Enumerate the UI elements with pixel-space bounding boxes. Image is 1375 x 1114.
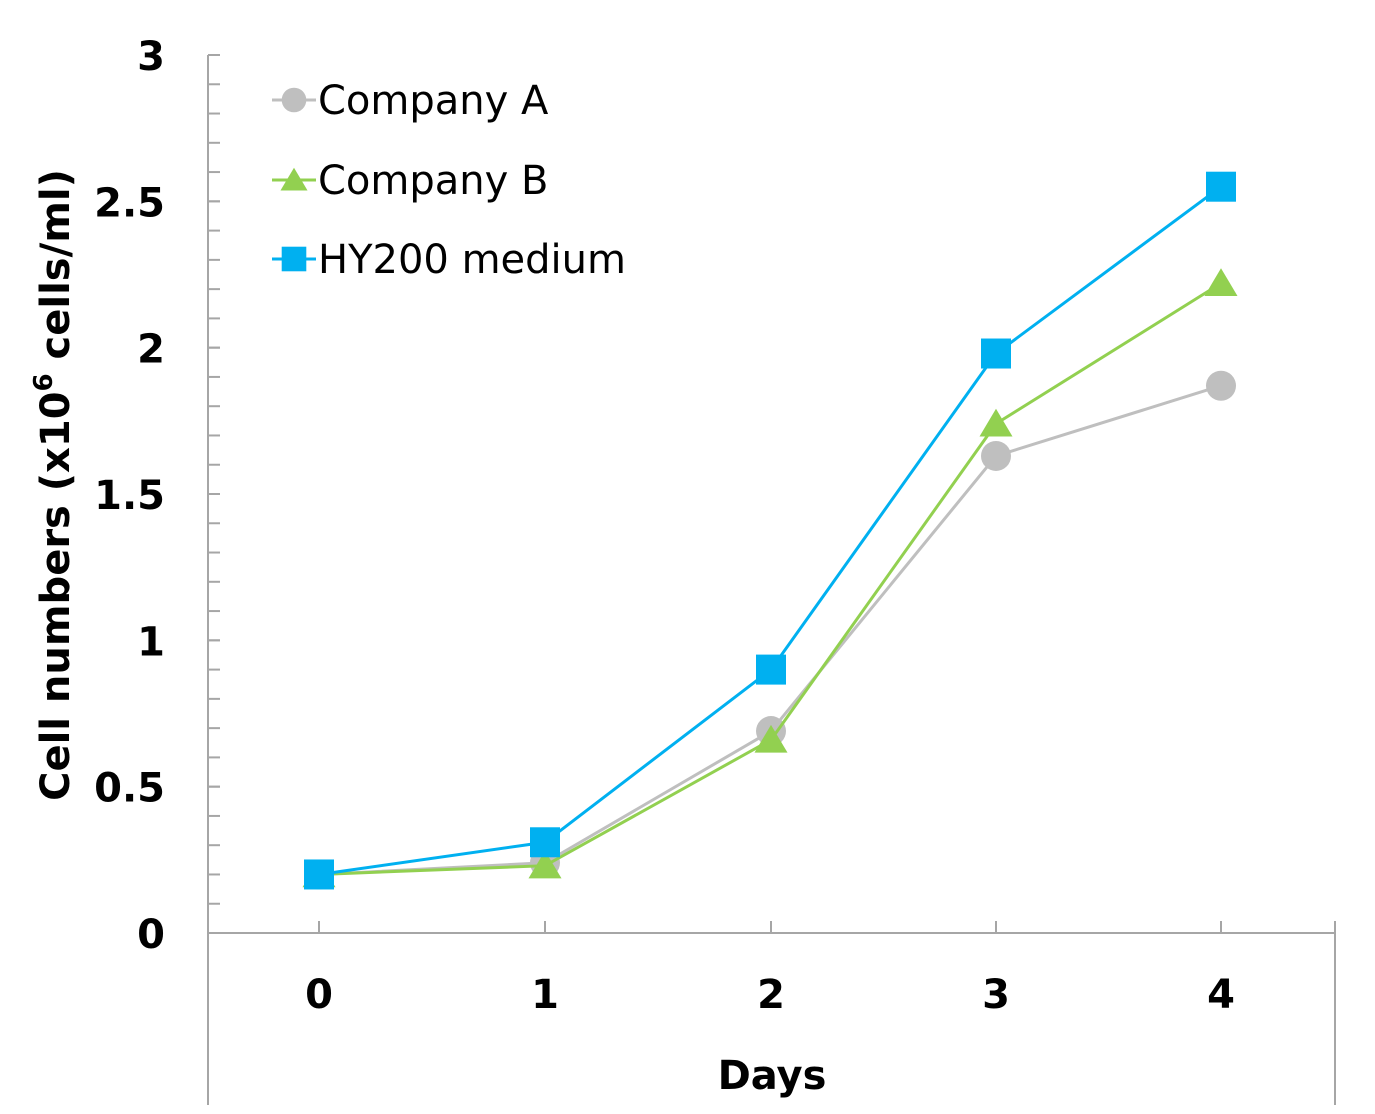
legend-marker-company-a (281, 87, 307, 113)
y-tick-label: 2.5 (94, 180, 165, 226)
legend-label-hy200-medium: HY200 medium (318, 237, 626, 283)
legend-label-company-a: Company A (318, 78, 549, 124)
data-point-hy200-medium (530, 827, 560, 858)
data-point-company-b (754, 724, 788, 753)
y-tick-label: 2 (137, 327, 165, 373)
data-point-company-a (981, 440, 1011, 471)
y-tick-label: 0 (137, 912, 165, 958)
y-axis: 0 0.5 1 1.5 2 2.5 3 (94, 34, 220, 958)
y-axis-title-rest: cells/ml) (33, 169, 79, 373)
data-point-hy200-medium (981, 338, 1011, 369)
x-axis-title: Days (718, 1053, 827, 1099)
legend-marker-company-b (280, 167, 308, 191)
y-tick-label: 3 (137, 34, 165, 80)
data-point-hy200-medium (304, 859, 334, 890)
series-line-company-a (318, 384, 1222, 876)
series-layer (302, 171, 1238, 890)
x-tick-label: 2 (757, 972, 785, 1018)
data-point-company-a (1206, 370, 1236, 401)
x-tick-label: 4 (1207, 972, 1235, 1018)
data-point-company-b (979, 408, 1013, 437)
y-axis-title-main: Cell numbers (x10 (33, 391, 79, 800)
y-tick-label: 1 (137, 619, 165, 665)
data-point-hy200-medium (756, 654, 786, 685)
series-line-hy200-medium (318, 185, 1222, 876)
y-tick-label: 0.5 (94, 766, 165, 812)
data-point-company-b (528, 850, 562, 879)
y-axis-title: Cell numbers (x106 cells/ml) (29, 169, 80, 801)
x-tick-label: 1 (531, 972, 559, 1018)
y-axis-title-superscript: 6 (29, 373, 59, 391)
legend-marker-hy200-medium (281, 246, 307, 272)
legend: Company A Company B HY200 medium (272, 78, 626, 283)
legend-label-company-b: Company B (318, 158, 548, 204)
y-tick-label: 1.5 (94, 473, 165, 519)
series-line-company-b (318, 282, 1222, 876)
data-point-company-b (1204, 268, 1238, 297)
x-axis: 0 1 2 3 4 (207, 921, 1336, 1105)
x-tick-label: 0 (305, 972, 333, 1018)
x-tick-label: 3 (982, 972, 1010, 1018)
data-point-hy200-medium (1206, 171, 1236, 202)
